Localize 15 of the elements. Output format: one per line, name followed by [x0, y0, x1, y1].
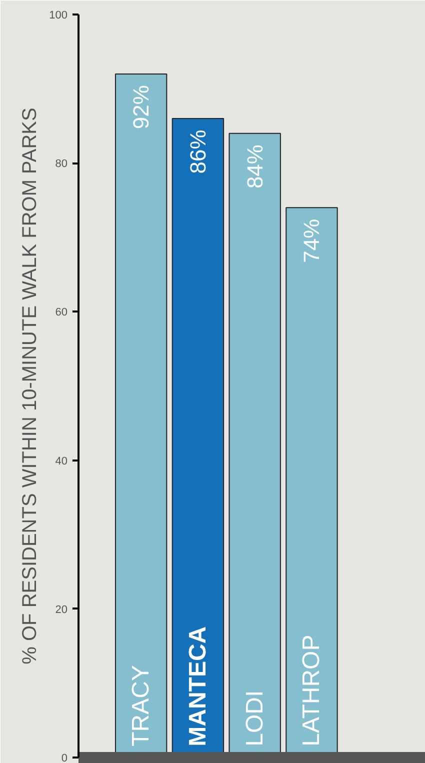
y-tick-label: 80 [55, 158, 68, 170]
data-label: 86% [185, 130, 210, 174]
data-label: 74% [299, 218, 324, 263]
y-tick-label: 100 [49, 10, 68, 22]
y-tick-label: 40 [55, 455, 68, 468]
x-tick-label: TRACY [128, 665, 155, 746]
x-tick-label: MANTECA [184, 626, 212, 746]
data-label: 84% [242, 144, 268, 189]
data-label: 92% [128, 85, 154, 130]
y-tick-label: 0 [61, 752, 68, 763]
x-tick-label: LODI [241, 690, 268, 746]
x-tick-label: LATHROP [298, 634, 326, 746]
y-axis-title: % OF RESIDENTS WITHIN 10-MINUTE WALK FROM PARKS [19, 108, 42, 664]
y-tick-label: 20 [55, 604, 68, 616]
y-tick-label: 60 [55, 306, 68, 319]
